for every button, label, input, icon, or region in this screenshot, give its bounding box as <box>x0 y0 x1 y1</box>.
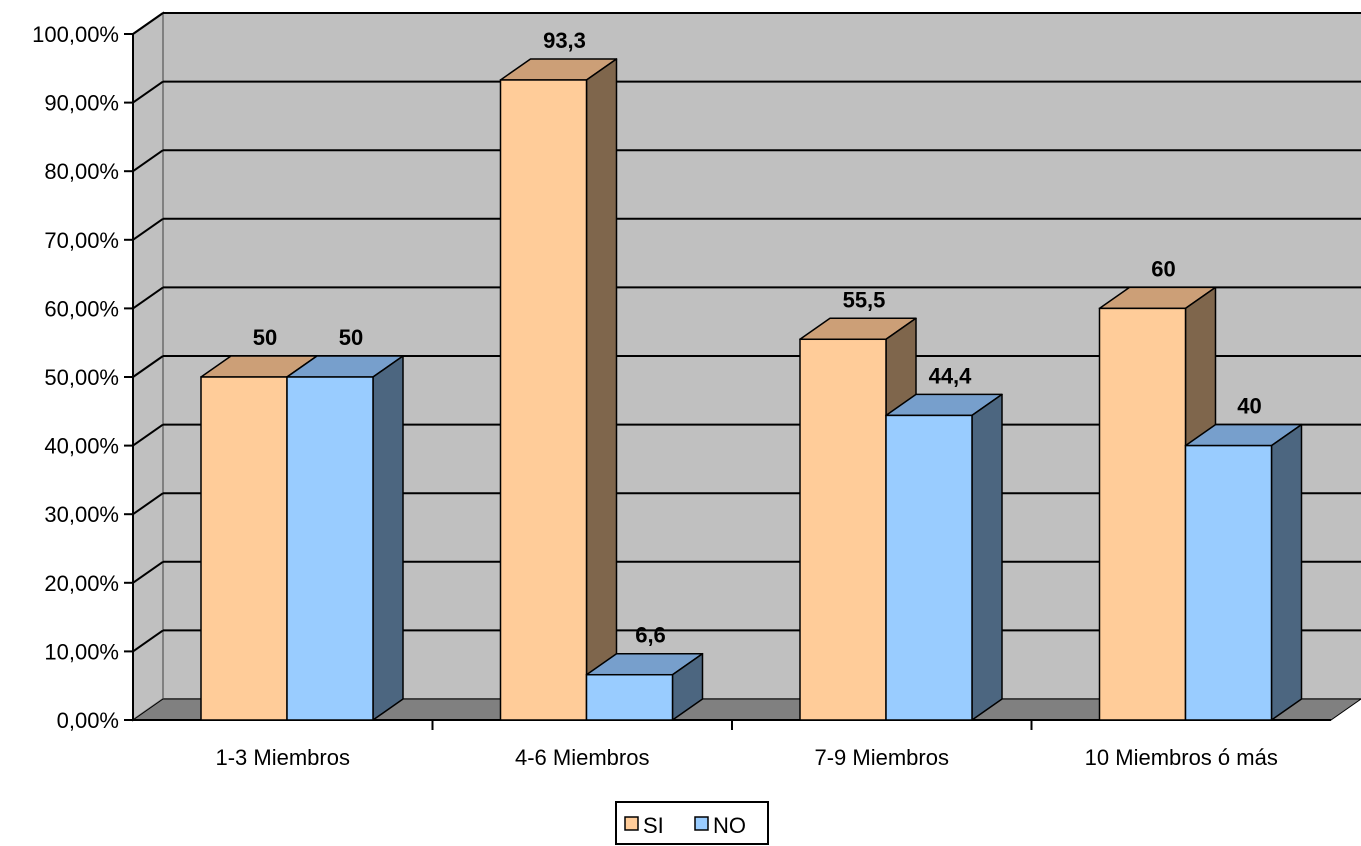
y-tick-label: 80,00% <box>44 159 119 184</box>
gridline-side <box>132 80 164 104</box>
gridline-side <box>132 217 164 241</box>
legend-box <box>615 801 769 845</box>
bar-si <box>499 58 618 721</box>
y-tick-label: 90,00% <box>44 91 119 116</box>
bar-front <box>885 414 973 721</box>
data-label: 50 <box>253 325 277 350</box>
bar-no <box>1184 423 1303 721</box>
data-label: 44,4 <box>929 363 973 388</box>
data-label: 93,3 <box>543 28 586 53</box>
bar-front <box>286 376 374 721</box>
y-tick-label: 20,00% <box>44 571 119 596</box>
bar-front <box>585 673 674 721</box>
legend-label-si: SI <box>643 813 664 838</box>
gridline-side <box>132 149 164 173</box>
data-label: 55,5 <box>843 287 886 312</box>
bar-front <box>1184 444 1273 721</box>
bar-no <box>585 652 704 721</box>
y-tick-label: 50,00% <box>44 365 119 390</box>
category-label: 4-6 Miembros <box>515 745 649 770</box>
bar-front <box>799 338 887 721</box>
gridline-side <box>132 423 164 447</box>
legend-swatch-no <box>694 816 709 831</box>
y-tick-labels: 0,00% 10,00% 20,00% 30,00% 40,00% 50,00% 60,00… <box>32 22 119 733</box>
category-label: 10 Miembros ó más <box>1085 745 1278 770</box>
bar-side <box>1270 423 1303 721</box>
y-tick-label: 40,00% <box>44 434 119 459</box>
bar-side <box>971 393 1003 721</box>
data-label: 6,6 <box>635 623 666 648</box>
bar-no <box>286 355 404 721</box>
y-tick-label: 100,00% <box>32 22 119 47</box>
data-labels: 50 50 93,3 6,6 55,5 44,4 60 40 <box>253 28 1262 648</box>
data-label: 40 <box>1237 394 1261 419</box>
data-label: 50 <box>339 325 363 350</box>
category-label: 1-3 Miembros <box>216 745 350 770</box>
bar-front <box>1098 307 1187 721</box>
gridline-side <box>132 560 164 584</box>
y-tick-label: 0,00% <box>57 708 119 733</box>
bar-side <box>372 355 404 721</box>
data-label: 60 <box>1151 256 1175 281</box>
gridline-side <box>132 629 164 653</box>
y-tick-label: 70,00% <box>44 228 119 253</box>
category-labels: 1-3 Miembros 4-6 Miembros 7-9 Miembros 10 M… <box>216 745 1278 770</box>
y-tick-label: 60,00% <box>44 296 119 321</box>
legend-label-no: NO <box>713 813 746 838</box>
category-label: 7-9 Miembros <box>815 745 949 770</box>
y-tick-label: 10,00% <box>44 639 119 664</box>
legend: SI NO <box>615 801 769 845</box>
legend-swatch-si <box>624 816 639 831</box>
gridline-side <box>132 355 164 378</box>
bars <box>200 58 1303 721</box>
y-tick-label: 30,00% <box>44 502 119 527</box>
bar-side <box>585 58 618 721</box>
bar-front <box>200 376 288 721</box>
bar-front <box>499 79 588 721</box>
bar-no <box>885 393 1003 721</box>
gridline-side <box>132 492 164 516</box>
gridline-side <box>132 12 164 35</box>
gridline-side <box>132 286 164 310</box>
